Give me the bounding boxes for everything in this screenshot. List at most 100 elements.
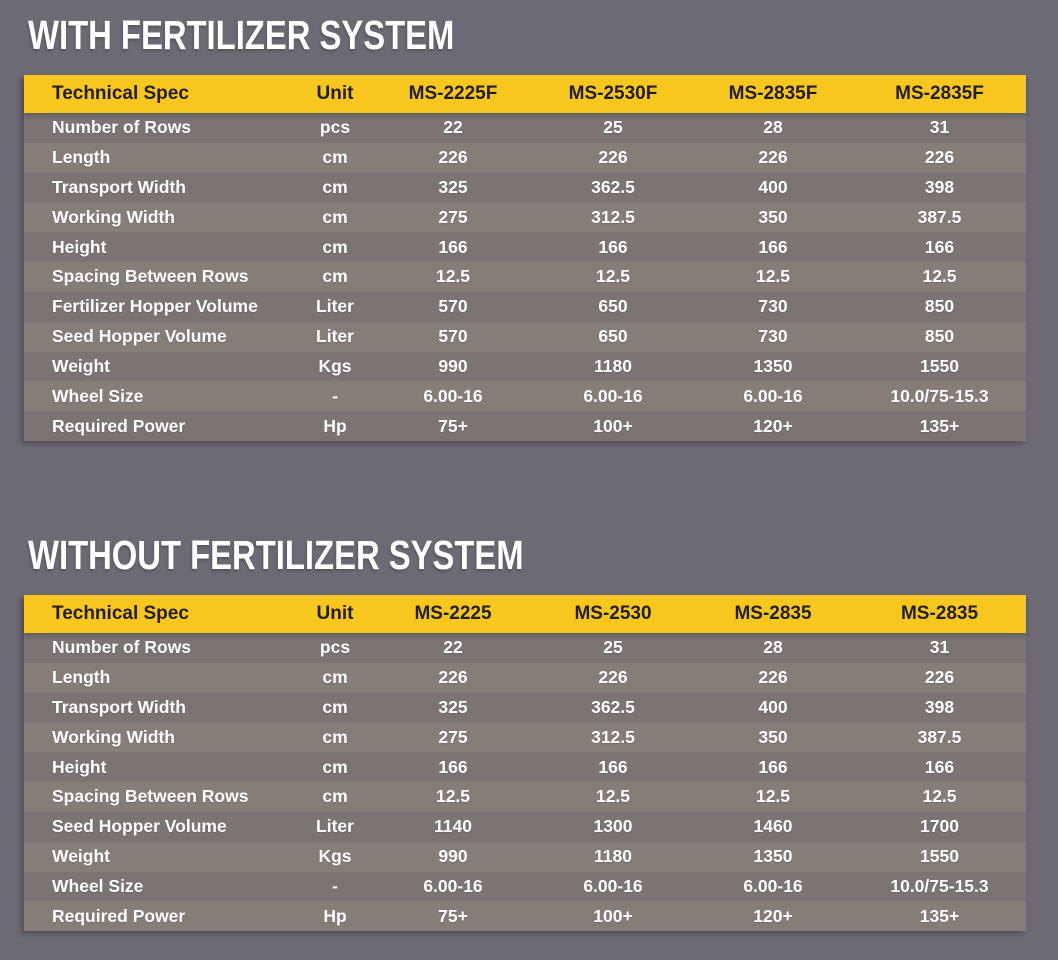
value-cell: 226 (598, 147, 628, 168)
table-row: Wheel Size - 6.00-16 6.00-16 6.00-16 10.0/75-… (24, 381, 1026, 412)
unit-cell: Hp (323, 415, 347, 436)
value-cell: 28 (763, 637, 783, 658)
column-header-model: MS-2530 (574, 603, 652, 624)
value-cell: 730 (758, 326, 788, 347)
value-cell: 120+ (753, 415, 793, 436)
column-header-model: MS-2225 (414, 603, 492, 624)
value-cell: 22 (443, 637, 463, 658)
value-cell: 275 (438, 206, 468, 227)
spec-name-cell: Spacing Between Rows (52, 266, 249, 287)
unit-cell: cm (322, 266, 348, 287)
value-cell: 10.0/75-15.3 (890, 385, 989, 406)
column-header-spec: Technical Spec (52, 83, 189, 104)
table-row: Required Power Hp 75+ 100+ 120+ 135+ (24, 901, 1026, 932)
spec-name-cell: Transport Width (52, 177, 187, 198)
value-cell: 12.5 (755, 266, 791, 287)
column-header-model: MS-2530F (568, 83, 658, 104)
value-cell: 362.5 (591, 177, 635, 198)
table-row: Height cm 166 166 166 166 (24, 232, 1026, 263)
table-row: Spacing Between Rows cm 12.5 12.5 12.5 12.5 (24, 782, 1026, 812)
value-cell: 1550 (920, 846, 959, 867)
table-row: Length cm 226 226 226 226 (24, 662, 1026, 693)
value-cell: 12.5 (435, 266, 471, 287)
value-cell: 1350 (753, 355, 793, 376)
spec-name-cell: Spacing Between Rows (52, 786, 249, 807)
table-row: Number of Rows pcs 22 25 28 31 (24, 633, 1026, 663)
value-cell: 850 (924, 326, 955, 347)
table-row: Seed Hopper Volume Liter 1140 1300 1460 1700 (24, 811, 1026, 842)
value-cell: 120+ (753, 905, 793, 926)
value-cell: 6.00-16 (583, 875, 643, 896)
spec-name-cell: Working Width (52, 206, 175, 227)
column-header-model: MS-2835 (900, 603, 979, 624)
value-cell: 387.5 (917, 726, 962, 747)
spec-name-cell: Seed Hopper Volume (52, 816, 227, 837)
spec-name-cell: Height (52, 756, 107, 777)
value-cell: 31 (929, 637, 950, 658)
value-cell: 350 (758, 206, 788, 227)
value-cell: 31 (929, 117, 950, 138)
table-body: Number of Rows pcs 22 25 28 31 Length cm 226 226 2… (24, 113, 1026, 441)
spec-name-cell: Weight (52, 355, 111, 376)
value-cell: 730 (758, 296, 788, 317)
value-cell: 166 (438, 756, 468, 777)
value-cell: 135+ (919, 905, 960, 926)
table-row: Height cm 166 166 166 166 (24, 752, 1026, 783)
value-cell: 166 (598, 236, 628, 257)
spec-name-cell: Number of Rows (52, 637, 192, 658)
unit-cell: cm (322, 756, 348, 777)
unit-cell: Liter (316, 326, 354, 347)
spec-name-cell: Working Width (52, 726, 175, 747)
table-row: Seed Hopper Volume Liter 570 650 730 850 (24, 321, 1026, 352)
value-cell: 12.5 (595, 266, 631, 287)
column-header-model: MS-2835 (734, 603, 812, 624)
value-cell: 6.00-16 (743, 385, 803, 406)
unit-cell: Hp (323, 905, 347, 926)
value-cell: 990 (438, 846, 468, 867)
spec-name-cell: Weight (52, 846, 111, 867)
table-row: Working Width cm 275 312.5 350 387.5 (24, 722, 1026, 753)
value-cell: 650 (598, 326, 628, 347)
value-cell: 312.5 (591, 726, 635, 747)
table-row: Length cm 226 226 226 226 (24, 142, 1026, 173)
spec-name-cell: Required Power (52, 905, 186, 926)
section-title-with-fertilizer: WITH FERTILIZER SYSTEM (28, 12, 455, 58)
value-cell: 312.5 (591, 206, 635, 227)
value-cell: 100+ (593, 415, 633, 436)
value-cell: 350 (758, 726, 788, 747)
table-row: Weight Kgs 990 1180 1350 1550 (24, 841, 1026, 872)
column-header-spec: Technical Spec (52, 603, 189, 624)
spec-name-cell: Height (52, 236, 107, 257)
unit-cell: - (332, 875, 338, 896)
unit-cell: cm (322, 726, 348, 747)
unit-cell: cm (322, 147, 348, 168)
value-cell: 1460 (753, 816, 793, 837)
column-header-model: MS-2835F (895, 83, 984, 104)
unit-cell: Kgs (318, 355, 352, 376)
value-cell: 12.5 (595, 786, 631, 807)
spec-name-cell: Length (52, 667, 111, 688)
value-cell: 28 (763, 117, 783, 138)
spec-name-cell: Fertilizer Hopper Volume (52, 296, 258, 317)
value-cell: 398 (924, 177, 955, 198)
column-header-unit: Unit (316, 83, 354, 104)
column-header-model: MS-2835F (728, 83, 818, 104)
value-cell: 1300 (593, 816, 633, 837)
value-cell: 650 (598, 296, 628, 317)
value-cell: 75+ (438, 415, 468, 436)
value-cell: 75+ (438, 905, 468, 926)
unit-cell: cm (322, 206, 348, 227)
value-cell: 325 (438, 177, 468, 198)
value-cell: 1700 (920, 816, 959, 837)
value-cell: 12.5 (922, 266, 957, 287)
unit-cell: Kgs (318, 846, 352, 867)
value-cell: 325 (438, 697, 468, 718)
value-cell: 1180 (594, 846, 632, 867)
value-cell: 12.5 (922, 786, 957, 807)
value-cell: 25 (603, 637, 623, 658)
value-cell: 387.5 (917, 206, 962, 227)
table-body: Number of Rows pcs 22 25 28 31 Length cm 226 226 2… (24, 633, 1026, 932)
value-cell: 6.00-16 (743, 875, 803, 896)
value-cell: 226 (438, 147, 468, 168)
